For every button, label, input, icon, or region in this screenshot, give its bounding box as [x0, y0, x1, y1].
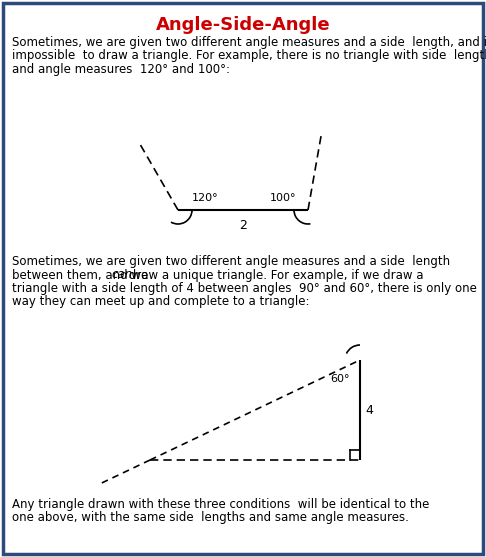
Text: Angle-Side-Angle: Angle-Side-Angle [156, 16, 330, 34]
Text: and angle measures  120° and 100°:: and angle measures 120° and 100°: [12, 63, 230, 76]
Text: between them, and we: between them, and we [12, 268, 152, 281]
Text: triangle with a side length of 4 between angles  90° and 60°, there is only one: triangle with a side length of 4 between… [12, 282, 477, 295]
Text: 100°: 100° [270, 193, 296, 203]
Text: can: can [111, 268, 132, 281]
Text: 2: 2 [239, 219, 247, 232]
Text: Sometimes, we are given two different angle measures and a side  length, and it : Sometimes, we are given two different an… [12, 36, 486, 49]
Text: draw a unique triangle. For example, if we draw a: draw a unique triangle. For example, if … [125, 268, 424, 281]
FancyBboxPatch shape [3, 3, 483, 554]
Text: way they can meet up and complete to a triangle:: way they can meet up and complete to a t… [12, 296, 310, 309]
Text: Sometimes, we are given two different angle measures and a side  length: Sometimes, we are given two different an… [12, 255, 450, 268]
Text: Any triangle drawn with these three conditions  will be identical to the: Any triangle drawn with these three cond… [12, 498, 429, 511]
Text: 4: 4 [365, 403, 373, 417]
Text: 120°: 120° [192, 193, 219, 203]
Text: impossible  to draw a triangle. For example, there is no triangle with side  len: impossible to draw a triangle. For examp… [12, 50, 486, 62]
Text: 60°: 60° [330, 374, 349, 384]
Text: one above, with the same side  lengths and same angle measures.: one above, with the same side lengths an… [12, 511, 409, 525]
